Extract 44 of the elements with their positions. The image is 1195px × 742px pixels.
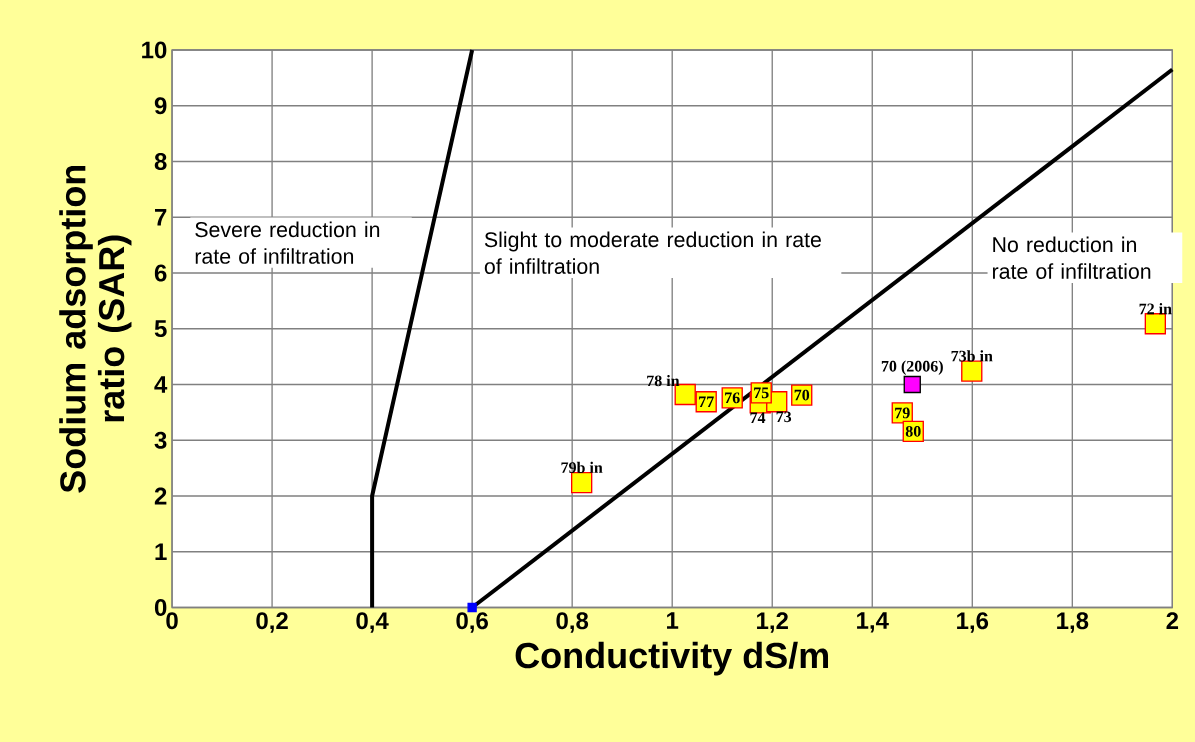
y-tick-label: 3: [154, 431, 167, 449]
series-label: 76: [725, 392, 740, 404]
x-tick-label: 1: [667, 612, 679, 629]
x-tick-label: 1,6: [957, 612, 989, 633]
y-tick-label: 10: [142, 41, 167, 59]
series-label: 70: [794, 389, 810, 401]
x-tick-label: 0,6: [456, 612, 488, 633]
y-tick-label: 5: [154, 320, 167, 338]
series-label: 72 in: [1139, 302, 1172, 315]
x-tick-label: 0,2: [256, 612, 288, 633]
series-label: 73: [776, 411, 792, 423]
series-label: 74: [750, 412, 766, 423]
y-axis-title: Sodium adsorption ratio (SAR): [59, 165, 132, 493]
y-tick-label: 0: [154, 598, 167, 616]
y-tick-label: 6: [154, 264, 167, 282]
x-tick-label: 1,4: [857, 612, 889, 633]
x-tick-label: 0: [166, 612, 178, 630]
y-tick-label: 8: [154, 152, 167, 170]
x-axis-title: Conductivity dS/m: [515, 641, 829, 676]
y-tick-label: 1: [155, 543, 167, 560]
point: [571, 471, 593, 494]
series-label: 77: [699, 396, 714, 407]
series-label: 79: [895, 407, 910, 419]
x-tick-label: 0,8: [556, 612, 589, 633]
series-label: 70 (2006): [881, 360, 943, 375]
series-label: 79b in: [561, 461, 603, 473]
series-label: 75: [754, 387, 769, 399]
y-tick-label: 9: [154, 97, 167, 115]
point: [961, 360, 983, 382]
x-tick-label: 2: [1166, 612, 1179, 629]
point: [467, 602, 477, 613]
annotation: Slight to moderate reduction in rate of infiltration: [484, 231, 821, 274]
y-tick-label: 7: [155, 208, 167, 226]
point: [903, 375, 921, 394]
annotation: No reduction in rate of infiltration: [992, 236, 1151, 279]
series-label: 73b in: [951, 350, 993, 362]
x-tick-label: 1,2: [757, 612, 788, 633]
x-tick-label: 0,4: [356, 612, 389, 633]
y-tick-label: 4: [154, 376, 168, 393]
x-tick-label: 1,8: [1057, 612, 1089, 633]
series-label: 78 in: [647, 374, 680, 387]
series-label: 80: [905, 425, 921, 437]
annotation: Severe reduction in rate of infiltration: [195, 221, 380, 264]
y-tick-label: 2: [154, 487, 167, 505]
